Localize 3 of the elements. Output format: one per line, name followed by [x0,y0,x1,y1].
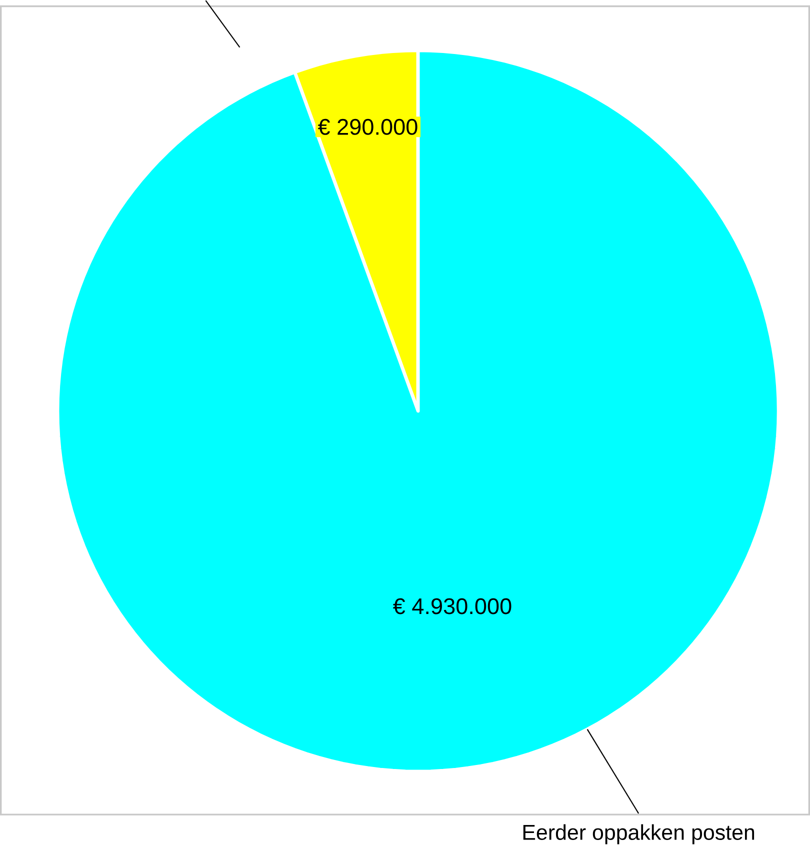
data-label: € 4.930.000 [392,598,512,614]
slice-label: Eerder oppakken posten [523,824,754,844]
data-label: € 290.000 [318,118,418,135]
